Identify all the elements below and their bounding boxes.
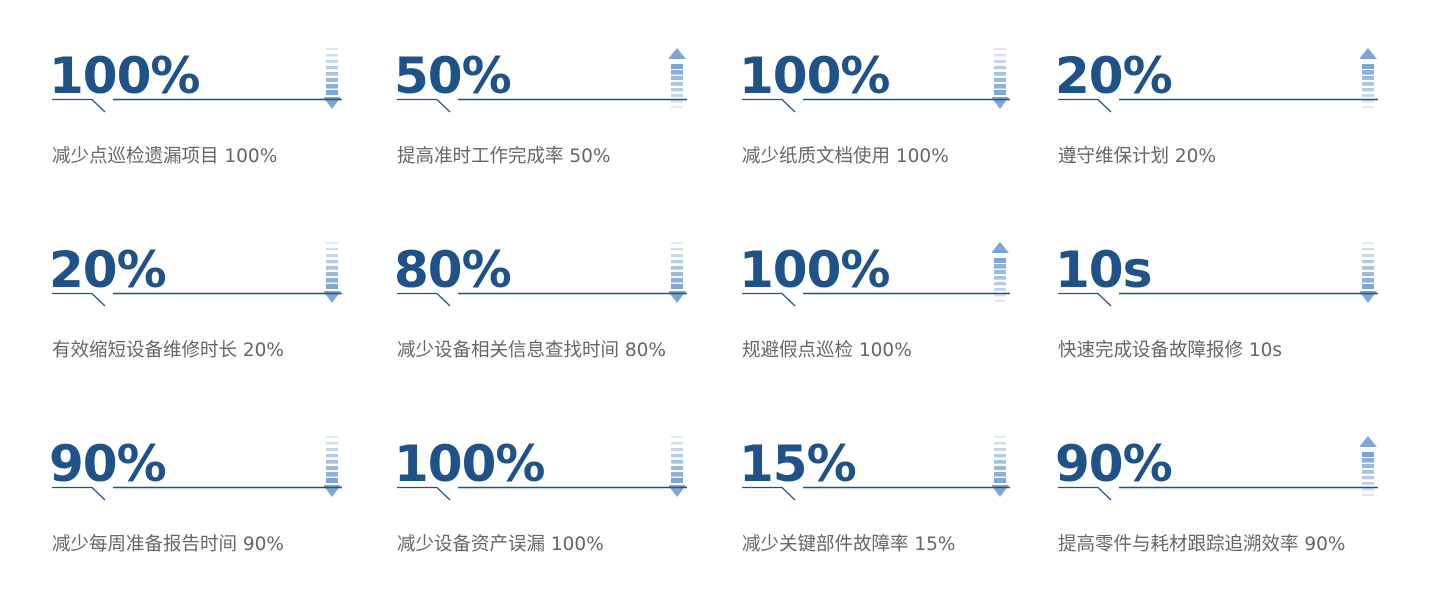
stat-value: 20% [49,241,167,299]
callout-divider [742,292,1010,307]
stat-card: 100% 减少纸质文档使用 100% [739,38,1010,178]
callout-divider [1058,292,1378,307]
stat-label: 有效缩短设备维修时长 20% [52,340,285,361]
stat-value: 20% [1055,47,1173,105]
stat-card: 90% 减少每周准备报告时间 90% [49,426,342,566]
stat-label: 减少每周准备报告时间 90% [52,534,285,555]
callout-divider [742,486,1010,501]
callout-divider [52,486,342,501]
stat-card: 100% 减少点巡检遗漏项目 100% [49,38,342,178]
stat-label: 规避假点巡检 100% [742,340,912,361]
stat-value: 50% [394,47,512,105]
callout-divider [52,292,342,307]
callout-divider [397,292,687,307]
callout-divider [1058,486,1378,501]
stat-value: 100% [739,241,890,299]
stat-card: 10s 快速完成设备故障报修 10s [1055,232,1378,372]
callout-divider [52,98,342,113]
arrow-up-icon [1360,48,1377,108]
callout-divider [397,486,687,501]
callout-divider [1058,98,1378,113]
stat-label: 减少纸质文档使用 100% [742,146,949,167]
stat-label: 减少关键部件故障率 15% [742,534,956,555]
callout-divider [397,98,687,113]
stat-card: 20% 有效缩短设备维修时长 20% [49,232,342,372]
stat-label: 减少点巡检遗漏项目 100% [52,146,278,167]
stat-value: 100% [739,47,890,105]
stat-value: 100% [49,47,200,105]
stat-label: 遵守维保计划 20% [1058,146,1217,167]
stat-value: 10s [1055,241,1152,299]
stat-card: 80% 减少设备相关信息查找时间 80% [394,232,687,372]
stat-value: 90% [1055,435,1173,493]
stat-card: 100% 规避假点巡检 100% [739,232,1010,372]
stat-label: 减少设备资产误漏 100% [397,534,604,555]
stat-card: 100% 减少设备资产误漏 100% [394,426,687,566]
stat-value: 80% [394,241,512,299]
stat-card: 50% 提高准时工作完成率 50% [394,38,687,178]
arrow-up-icon [992,242,1009,302]
stat-label: 提高零件与耗材跟踪追溯效率 90% [1058,534,1346,555]
callout-divider [742,98,1010,113]
arrow-up-icon [669,48,686,108]
stat-card: 90% 提高零件与耗材跟踪追溯效率 90% [1055,426,1378,566]
stat-label: 提高准时工作完成率 50% [397,146,611,167]
stat-value: 15% [739,435,857,493]
stat-card: 15% 减少关键部件故障率 15% [739,426,1010,566]
stat-value: 100% [394,435,545,493]
stat-label: 快速完成设备故障报修 10s [1058,340,1283,361]
arrow-up-icon [1360,436,1377,496]
stat-card: 20% 遵守维保计划 20% [1055,38,1378,178]
stat-value: 90% [49,435,167,493]
stat-label: 减少设备相关信息查找时间 80% [397,340,667,361]
